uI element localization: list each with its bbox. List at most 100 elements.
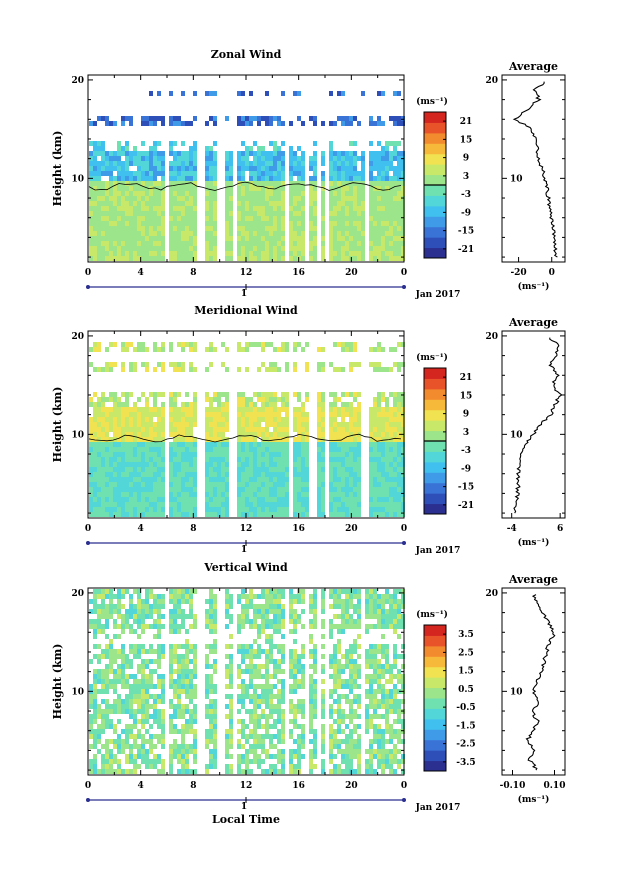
- colorbar-tick-label: -3: [461, 190, 471, 200]
- average-profile: Average 20 10 -4 6 (ms⁻¹): [485, 316, 566, 548]
- x-tick-label: 8: [190, 524, 196, 534]
- average-line: [512, 81, 558, 258]
- day-label: 1: [241, 545, 247, 555]
- x-tick-label: 8: [190, 781, 196, 791]
- colorbar-tick-label: -9: [461, 208, 471, 218]
- average-frame: [501, 74, 566, 263]
- average-unit: (ms⁻¹): [518, 537, 550, 548]
- colorbar-tick-label: 3: [463, 428, 469, 438]
- colorbar-tick-label: 21: [460, 117, 473, 127]
- x-tick-label: 12: [240, 781, 253, 791]
- average-x-tick: -0.10: [500, 781, 526, 791]
- colorbar-tick-label: -21: [458, 245, 474, 255]
- average-y-tick: 20: [485, 76, 498, 86]
- day-label: 1: [241, 289, 247, 299]
- average-y-tick: 10: [510, 430, 523, 440]
- average-y-tick: 10: [510, 174, 523, 184]
- unit-label: (ms⁻¹): [416, 609, 448, 620]
- average-profile: Average 20 10 -0.10 0.10 (ms⁻¹): [485, 573, 566, 805]
- y-tick-label: 20: [71, 332, 84, 342]
- x-tick-label: 8: [190, 268, 196, 278]
- y-tick-label: 10: [71, 687, 84, 697]
- colorbar-tick-label: -3.5: [456, 758, 475, 768]
- date-label: Jan 2017: [415, 546, 461, 556]
- colorbar-tick-label: -9: [461, 464, 471, 474]
- x-tick-label: 16: [292, 268, 305, 278]
- y-tick-label: 20: [71, 589, 84, 599]
- colorbar: 21 15 9 3 -3 -9 -15 -21: [423, 111, 474, 259]
- colorbar-tick-label: 1.5: [458, 667, 474, 677]
- zero-contour: [88, 433, 402, 443]
- x-tick-label: 0: [401, 781, 407, 791]
- date-label: Jan 2017: [415, 290, 461, 300]
- x-tick-label: 16: [292, 781, 305, 791]
- average-unit: (ms⁻¹): [518, 281, 550, 292]
- panel-1: Zonal Wind 0 4 8 12 16 20 0 20 10 Height (km) 1 Jan …: [51, 48, 566, 300]
- average-x-tick: 0: [549, 268, 555, 278]
- colorbar-tick-label: -15: [458, 483, 474, 493]
- day-label: 1: [241, 802, 247, 812]
- colorbar-tick-label: -21: [458, 501, 474, 511]
- x-tick-label: 0: [401, 524, 407, 534]
- zero-contour: [88, 181, 402, 191]
- x-tick-label: 20: [345, 781, 358, 791]
- y-tick-label: 10: [71, 174, 84, 184]
- average-y-tick: 10: [510, 687, 523, 697]
- colorbar-tick-label: 21: [460, 373, 473, 383]
- heatmap-cells: [89, 91, 405, 261]
- colorbar-tick-label: 9: [463, 154, 469, 164]
- y-axis-label: Height (km): [51, 387, 64, 463]
- average-frame: [501, 330, 566, 519]
- y-tick-label: 20: [71, 76, 84, 86]
- x-tick-label: 20: [345, 268, 358, 278]
- x-tick-label: 20: [345, 524, 358, 534]
- date-label: Jan 2017: [415, 803, 461, 813]
- colorbar-tick-label: 15: [460, 391, 473, 401]
- y-axis-label: Height (km): [51, 644, 64, 720]
- average-unit: (ms⁻¹): [518, 794, 550, 805]
- average-x-tick: -20: [510, 268, 526, 278]
- colorbar: 3.5 2.5 1.5 0.5 -0.5 -1.5 -2.5 -3.5: [423, 624, 476, 772]
- average-title: Average: [508, 316, 558, 329]
- x-tick-label: 4: [138, 524, 144, 534]
- average-frame: [501, 587, 566, 776]
- average-line: [513, 337, 563, 514]
- colorbar-tick-label: -15: [458, 227, 474, 237]
- panel-3: Vertical Wind 0 4 8 12 16 20 0 20 10 Height (km) 1 J…: [51, 561, 566, 813]
- average-x-tick: -4: [507, 524, 517, 534]
- colorbar-tick-label: 15: [460, 135, 473, 145]
- x-tick-label: 0: [85, 268, 91, 278]
- x-tick-label: 16: [292, 524, 305, 534]
- x-tick-label: 12: [240, 268, 253, 278]
- x-tick-label: 12: [240, 524, 253, 534]
- panel-title: Meridional Wind: [194, 304, 298, 317]
- x-axis-label: Local Time: [212, 813, 280, 826]
- colorbar-tick-label: 3: [463, 172, 469, 182]
- colorbar-tick-label: 9: [463, 410, 469, 420]
- heatmap-cells: [89, 589, 405, 774]
- colorbar-tick-label: 2.5: [458, 648, 474, 658]
- average-line: [525, 594, 556, 771]
- x-tick-label: 4: [138, 268, 144, 278]
- colorbar-tick-label: 0.5: [458, 685, 474, 695]
- panel-title: Vertical Wind: [203, 561, 288, 574]
- average-x-tick: 0.10: [544, 781, 566, 791]
- colorbar-tick-label: -1.5: [456, 721, 475, 731]
- x-tick-label: 0: [85, 781, 91, 791]
- colorbar-tick-label: -3: [461, 446, 471, 456]
- average-title: Average: [508, 573, 558, 586]
- average-y-tick: 20: [485, 332, 498, 342]
- average-x-tick: 6: [557, 524, 563, 534]
- panel-title: Zonal Wind: [211, 48, 282, 61]
- unit-label: (ms⁻¹): [416, 96, 448, 107]
- average-title: Average: [508, 60, 558, 73]
- colorbar-tick-label: -2.5: [456, 740, 475, 750]
- x-tick-label: 0: [401, 268, 407, 278]
- average-y-tick: 20: [485, 589, 498, 599]
- x-tick-label: 4: [138, 781, 144, 791]
- x-tick-label: 0: [85, 524, 91, 534]
- colorbar: 21 15 9 3 -3 -9 -15 -21: [423, 367, 474, 515]
- average-profile: Average 20 10 -20 0 (ms⁻¹): [485, 60, 566, 292]
